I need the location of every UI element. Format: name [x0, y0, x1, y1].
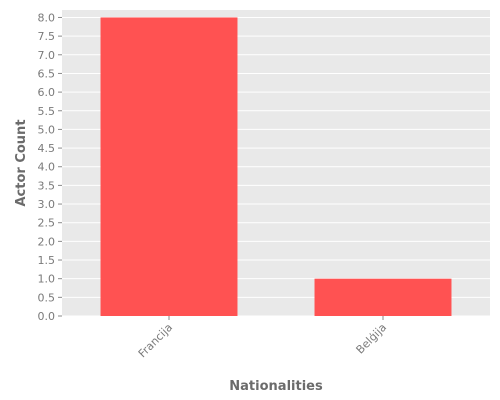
- y-tick-label: 4.0: [38, 161, 56, 174]
- y-tick-label: 4.5: [38, 142, 56, 155]
- y-tick-label: 6.0: [38, 86, 56, 99]
- y-tick-label: 5.0: [38, 123, 56, 136]
- x-tick-label: Francija: [136, 321, 175, 360]
- bar-1: [314, 278, 452, 316]
- bars-group: [100, 17, 452, 317]
- y-tick-label: 7.5: [38, 30, 56, 43]
- y-tick-label: 1.5: [38, 254, 56, 267]
- y-tick-label: 3.0: [38, 198, 56, 211]
- x-tick-label: Belģija: [354, 321, 390, 357]
- y-tick-label: 5.5: [38, 105, 56, 118]
- y-tick-label: 3.5: [38, 179, 56, 192]
- y-axis-title: Actor Count: [14, 119, 29, 206]
- y-tick-label: 2.5: [38, 217, 56, 230]
- y-tick-label: 7.0: [38, 49, 56, 62]
- y-axis-ticks: 0.0 0.5 1.0 1.5 2.0 2.5 3.0 3.5 4.0 4.5 5.0 5.5 6.0 6…: [38, 11, 62, 323]
- y-tick-label: 0.5: [38, 291, 56, 304]
- y-tick-label: 2.0: [38, 235, 56, 248]
- y-tick-label: 6.5: [38, 67, 56, 80]
- x-axis-ticks: Francija Belģija: [136, 316, 389, 360]
- y-tick-label: 1.0: [38, 273, 56, 286]
- y-tick-label: 0.0: [38, 310, 56, 323]
- bar-0: [100, 17, 238, 317]
- x-axis-title: Nationalities: [229, 379, 323, 394]
- y-tick-label: 8.0: [38, 11, 56, 24]
